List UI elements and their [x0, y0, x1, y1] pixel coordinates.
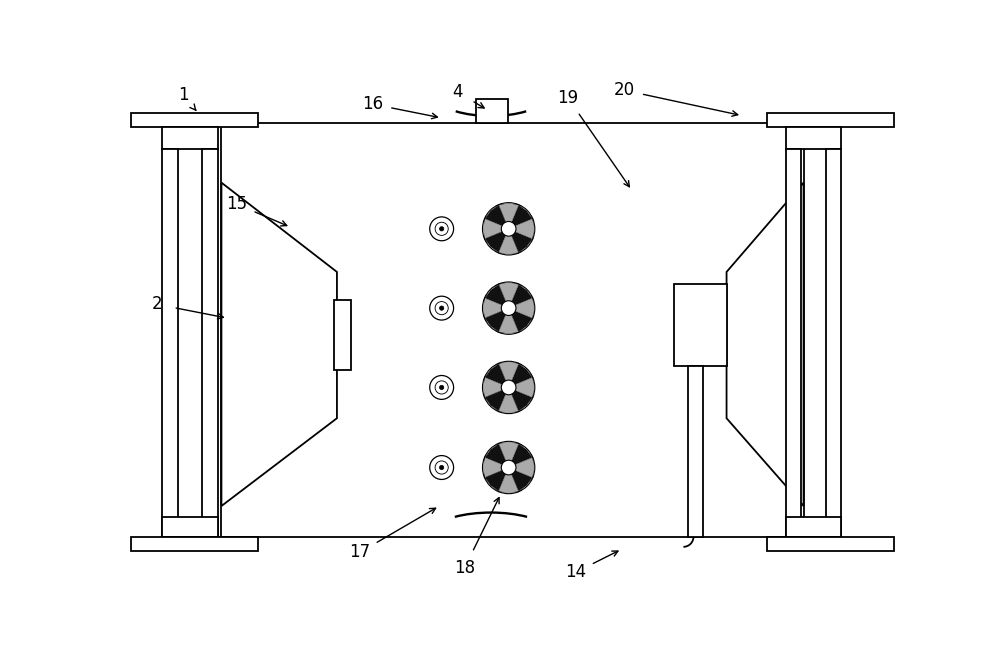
- Polygon shape: [484, 444, 533, 492]
- Polygon shape: [485, 363, 509, 387]
- Circle shape: [440, 465, 444, 469]
- Circle shape: [501, 460, 516, 475]
- Polygon shape: [509, 229, 532, 252]
- Polygon shape: [509, 457, 534, 477]
- Bar: [826, 149, 841, 537]
- Bar: [786, 517, 841, 537]
- Bar: [688, 366, 703, 537]
- Polygon shape: [499, 308, 518, 334]
- Polygon shape: [499, 283, 518, 308]
- Circle shape: [435, 302, 448, 314]
- Circle shape: [430, 455, 454, 479]
- Bar: [334, 301, 351, 370]
- Polygon shape: [485, 285, 509, 308]
- Polygon shape: [499, 467, 518, 493]
- Polygon shape: [485, 229, 509, 252]
- Polygon shape: [509, 444, 532, 467]
- Bar: [131, 537, 258, 551]
- Polygon shape: [499, 203, 518, 229]
- Polygon shape: [509, 285, 532, 308]
- Polygon shape: [509, 299, 534, 318]
- Text: 14: 14: [565, 563, 586, 581]
- Bar: [767, 113, 894, 127]
- Polygon shape: [484, 205, 533, 253]
- Polygon shape: [221, 183, 337, 506]
- Circle shape: [430, 296, 454, 320]
- Polygon shape: [484, 363, 533, 412]
- Polygon shape: [485, 308, 509, 332]
- Text: 16: 16: [362, 95, 383, 113]
- Bar: [786, 127, 841, 149]
- Circle shape: [430, 217, 454, 241]
- Polygon shape: [499, 387, 518, 413]
- Polygon shape: [485, 205, 509, 229]
- Circle shape: [440, 306, 444, 310]
- Text: 15: 15: [226, 195, 247, 213]
- Text: 4: 4: [452, 83, 462, 101]
- Circle shape: [501, 380, 516, 395]
- Text: 19: 19: [557, 89, 579, 107]
- Polygon shape: [485, 444, 509, 467]
- Polygon shape: [499, 362, 518, 387]
- Text: 1: 1: [178, 86, 188, 104]
- Polygon shape: [499, 442, 518, 467]
- Polygon shape: [483, 457, 509, 477]
- Text: 2: 2: [151, 295, 162, 313]
- Polygon shape: [483, 219, 509, 238]
- Circle shape: [435, 222, 448, 236]
- Polygon shape: [485, 387, 509, 411]
- Polygon shape: [483, 299, 509, 318]
- Polygon shape: [509, 363, 532, 387]
- Text: 20: 20: [614, 81, 635, 99]
- Circle shape: [440, 226, 444, 231]
- Bar: [786, 149, 801, 537]
- Circle shape: [435, 381, 448, 394]
- Bar: [221, 122, 804, 537]
- Circle shape: [430, 375, 454, 399]
- Circle shape: [501, 301, 516, 316]
- Bar: [162, 149, 178, 537]
- Polygon shape: [509, 387, 532, 411]
- Polygon shape: [499, 229, 518, 254]
- Bar: [162, 127, 218, 149]
- Bar: [476, 99, 508, 123]
- Text: 18: 18: [454, 559, 475, 577]
- Bar: [202, 149, 218, 537]
- Circle shape: [501, 222, 516, 236]
- Bar: [674, 284, 727, 366]
- Polygon shape: [727, 183, 804, 506]
- Polygon shape: [483, 377, 509, 397]
- Polygon shape: [509, 377, 534, 397]
- Polygon shape: [484, 284, 533, 332]
- Bar: [162, 517, 218, 537]
- Polygon shape: [509, 205, 532, 229]
- Circle shape: [440, 385, 444, 390]
- Circle shape: [435, 461, 448, 474]
- Text: 17: 17: [349, 544, 371, 561]
- Bar: [131, 113, 258, 127]
- Bar: [767, 537, 894, 551]
- Polygon shape: [509, 219, 534, 238]
- Polygon shape: [485, 467, 509, 491]
- Polygon shape: [509, 308, 532, 332]
- Polygon shape: [509, 467, 532, 491]
